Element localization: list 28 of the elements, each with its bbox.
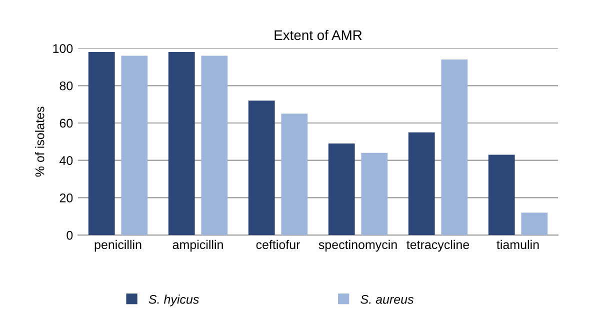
x-tick-label: tetracycline xyxy=(406,240,470,252)
y-axis-title: % of isolates xyxy=(35,106,44,177)
y-tick-label: 40 xyxy=(60,156,73,166)
bar xyxy=(408,132,435,236)
bar xyxy=(361,152,388,236)
legend-label: S. hyicus xyxy=(148,294,199,306)
bar xyxy=(521,212,548,236)
legend-label: S. aureus xyxy=(360,294,414,304)
x-tick-label: spectinomycin xyxy=(318,240,397,252)
bar xyxy=(121,56,148,236)
bar xyxy=(248,100,275,236)
bar xyxy=(328,144,355,236)
x-tick-label: ceftiofur xyxy=(256,240,300,250)
bar xyxy=(88,52,115,236)
chart-title: Extent of AMR xyxy=(274,30,362,40)
bar xyxy=(441,60,468,236)
y-tick-label: 0 xyxy=(66,230,73,240)
bar xyxy=(281,114,308,236)
x-tick-label: tiamulin xyxy=(496,240,539,250)
bar xyxy=(488,154,515,236)
y-tick-label: 80 xyxy=(60,81,73,90)
y-tick-label: 60 xyxy=(60,118,73,128)
x-tick-label: ampicillin xyxy=(172,240,223,252)
y-tick-label: 100 xyxy=(53,44,73,53)
bar xyxy=(201,56,228,236)
y-tick-label: 20 xyxy=(60,194,73,202)
x-tick-label: penicillin xyxy=(94,240,142,252)
bar xyxy=(168,52,195,236)
